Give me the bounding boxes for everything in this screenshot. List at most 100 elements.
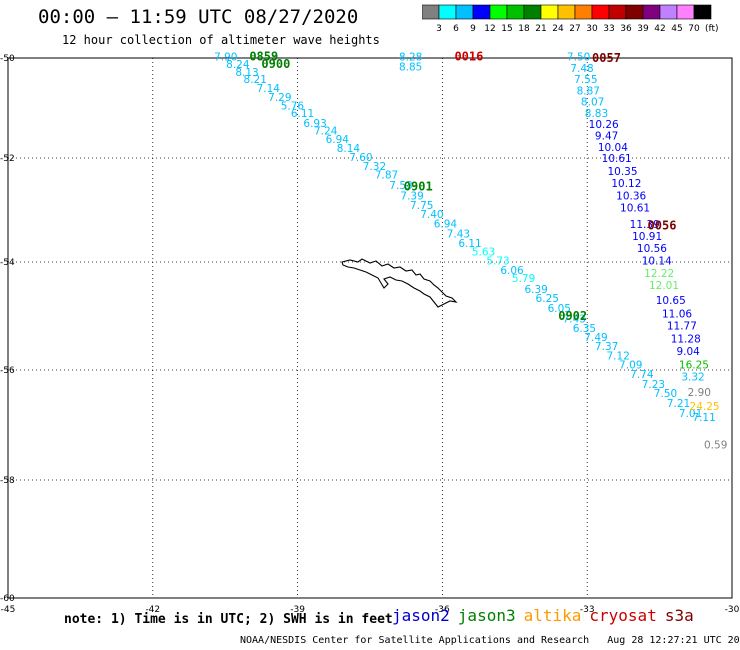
wave-height-value: 11.39 (630, 219, 660, 231)
color-scale-label: 18 (518, 24, 530, 34)
color-scale-label: 45 (671, 24, 682, 34)
wave-height-value: 7.23 (642, 379, 665, 391)
wave-height-value: 6.05 (548, 303, 571, 315)
longitude-label: -33 (580, 605, 595, 615)
south-georgia-coastline (341, 258, 458, 308)
wave-height-value: 6.11 (458, 238, 481, 250)
color-scale-label: 70 (688, 24, 700, 34)
wave-height-value: 5.63 (472, 247, 495, 259)
color-scale-label: 39 (637, 24, 649, 34)
pass-time-label: 0902 (558, 309, 587, 323)
wave-height-value: 5.79 (512, 273, 535, 285)
satellite-legend-jason3: jason3 (457, 606, 516, 625)
wave-height-value: 7.40 (420, 209, 443, 221)
credit-line: NOAA/NESDIS Center for Satellite Applica… (240, 635, 740, 646)
wave-height-value: 10.35 (607, 166, 637, 178)
wave-height-value: 3.32 (681, 372, 704, 384)
wave-height-value: 0.59 (704, 439, 727, 451)
wave-height-value: 6.25 (536, 293, 559, 305)
wave-height-value: 7.09 (619, 360, 642, 372)
wave-height-value: 7.60 (349, 152, 372, 164)
pass-time-label: 0900 (261, 57, 290, 71)
wave-height-value: 8.21 (244, 74, 267, 86)
color-scale-label: 30 (586, 24, 598, 34)
wave-height-value: 7.12 (607, 350, 630, 362)
pass-time-label: 0859 (249, 50, 278, 64)
longitude-label: -30 (725, 605, 740, 615)
color-scale-label: 36 (620, 24, 632, 34)
wave-height-value: 5.76 (281, 101, 305, 113)
wave-height-value: 10.61 (602, 153, 632, 165)
wave-height-value: 12.01 (649, 280, 679, 292)
pass-time-label: 0901 (404, 180, 433, 194)
graticule-grid: -45 -42 -39 -36 -33 -30 -50 -52 -54 -56 -58 -60 (0, 54, 740, 615)
wave-height-value: 7.37 (595, 341, 618, 353)
wave-height-value: 11.28 (671, 334, 701, 346)
longitude-label: -36 (435, 605, 450, 615)
wave-height-value: 7.74 (630, 369, 654, 381)
wave-height-value: 2.90 (688, 387, 711, 399)
wave-height-value: 10.36 (616, 190, 646, 202)
page-subtitle: 12 hour collection of altimeter wave hei… (62, 33, 380, 47)
wave-height-value: 7.11 (692, 412, 715, 424)
wave-height-value: 10.65 (656, 295, 686, 307)
pass-time-label: 0057 (592, 51, 621, 65)
wave-height-value: 6.06 (500, 265, 524, 277)
latitude-label: -56 (0, 366, 15, 376)
wave-height-value: 6.94 (434, 219, 458, 231)
satellite-legend-cryosat: cryosat (589, 606, 657, 625)
color-scale-label: 42 (654, 24, 665, 34)
wave-height-value: 12.22 (644, 268, 674, 280)
wave-height-value: 8.83 (585, 108, 608, 120)
color-scale-label: 15 (501, 24, 512, 34)
wave-height-value: 10.12 (611, 178, 641, 190)
wave-height-value: 7.75 (410, 200, 433, 212)
longitude-label: -42 (145, 605, 160, 615)
color-scale-label: 9 (470, 24, 476, 34)
wave-height-value: 16.25 (679, 360, 709, 372)
wave-height-value: 9.04 (676, 346, 700, 358)
satellite-legend-altika: altika (523, 606, 582, 625)
satellite-legend: jason2 jason3 altika cryosat s3a (392, 606, 702, 625)
wave-height-value: 8.85 (399, 62, 422, 74)
longitude-label: -39 (290, 605, 305, 615)
pass-time-label: 0056 (648, 219, 677, 233)
wave-height-value: 7.14 (257, 83, 281, 95)
latitude-label: -52 (0, 154, 15, 164)
wave-height-value: 10.04 (598, 142, 628, 154)
wave-height-value: 7.55 (574, 74, 597, 86)
pass-time-label: 0016 (454, 50, 483, 64)
wave-height-value: 7.50 (654, 388, 677, 400)
satellite-legend-jason2: jason2 (392, 606, 450, 625)
wave-height-value: 7.43 (447, 228, 470, 240)
track-0016: 8.288.85 (399, 52, 422, 74)
wave-height-value: 6.39 (524, 284, 547, 296)
wave-height-value: 10.14 (642, 255, 672, 267)
color-scale-label: 24 (552, 24, 564, 34)
wave-height-value: 11.06 (662, 308, 692, 320)
footnote: note: 1) Time is in UTC; 2) SWH is in fe… (64, 612, 393, 627)
altimeter-tracks: 7.908.248.138.217.147.295.766.116.937.24… (214, 52, 727, 452)
wave-height-value: 8.24 (226, 59, 250, 71)
wave-height-value: 7.32 (363, 161, 386, 173)
wave-height-value: 7.48 (570, 63, 593, 75)
page-title: 00:00 – 11:59 UTC 08/27/2020 (38, 6, 359, 28)
wave-height-value: 8.13 (235, 67, 258, 79)
wave-height-value: 7.43 (563, 314, 586, 326)
wave-height-value: 8.07 (581, 97, 604, 109)
wave-height-value: 8.28 (399, 52, 422, 64)
wave-height-value: 8.14 (337, 143, 361, 155)
latitude-label: -58 (0, 476, 15, 486)
wave-height-value: 6.94 (326, 134, 350, 146)
wave-height-value: 10.61 (620, 202, 650, 214)
wave-height-value: 6.93 (303, 118, 326, 130)
wave-height-value: 6.35 (573, 323, 596, 335)
wave-height-value: 9.47 (595, 131, 618, 143)
color-scale-label: 27 (569, 24, 580, 34)
wave-height-value: 7.29 (268, 92, 291, 104)
wave-height-value: 7.21 (667, 398, 690, 410)
map-frame (7, 57, 733, 599)
